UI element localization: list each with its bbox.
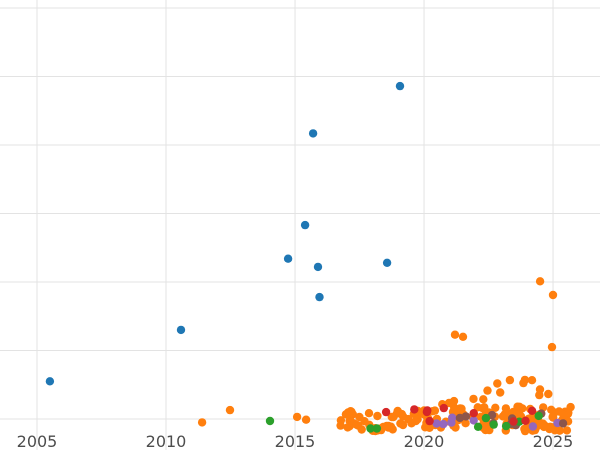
scatter-point-orange xyxy=(505,375,515,385)
scatter-point-purple xyxy=(528,422,538,431)
scatter-point-red xyxy=(423,406,432,415)
scatter-point-green xyxy=(265,416,275,426)
scatter-point-orange xyxy=(483,386,492,395)
scatter-point-red xyxy=(439,403,448,413)
x-tick-label: 2010 xyxy=(146,432,187,450)
scatter-point-orange xyxy=(535,390,544,400)
scatter-point-blue xyxy=(176,325,186,335)
x-tick-label: 2020 xyxy=(404,432,445,450)
scatter-point-green xyxy=(489,420,498,429)
scatter-point-orange xyxy=(469,394,478,404)
scatter-point-orange xyxy=(301,415,311,424)
scatter-point-orange xyxy=(539,422,549,432)
scatter-point-blue xyxy=(313,262,323,272)
scatter-point-orange xyxy=(548,412,557,422)
x-tick-label: 2005 xyxy=(17,432,58,450)
scatter-point-orange xyxy=(491,403,500,412)
scatter-point-red xyxy=(521,416,530,425)
scatter-point-purple xyxy=(439,419,448,429)
scatter-point-purple xyxy=(448,413,457,422)
scatter-point-orange xyxy=(398,420,408,430)
scatter-point-red xyxy=(381,407,391,417)
scatter-point-orange xyxy=(373,411,382,421)
scatter-point-orange xyxy=(382,421,391,431)
scatter-point-green xyxy=(473,422,483,431)
scatter-point-orange xyxy=(393,406,402,416)
scatter-point-red xyxy=(425,416,434,426)
scatter-point-blue xyxy=(300,220,310,230)
scatter-point-orange xyxy=(341,410,351,419)
scatter-point-green xyxy=(366,424,375,433)
scatter-point-orange xyxy=(513,402,522,411)
scatter-point-green xyxy=(372,424,382,433)
scatter-point-orange xyxy=(407,418,416,427)
scatter-point-orange xyxy=(520,375,530,385)
scatter-point-orange xyxy=(292,412,302,422)
scatter-point-red xyxy=(509,417,518,426)
scatter-point-blue xyxy=(315,292,324,302)
scatter-point-orange xyxy=(547,342,557,352)
scatter-point-orange xyxy=(364,409,374,418)
scatter-point-orange xyxy=(430,406,440,415)
scatter-point-orange xyxy=(360,417,369,426)
scatter-point-blue xyxy=(308,129,318,138)
scatter-point-orange xyxy=(535,277,545,286)
scatter-point-orange xyxy=(496,388,505,397)
scatter-point-orange xyxy=(450,330,460,339)
scatter-point-orange xyxy=(559,410,568,420)
scatter-point-orange xyxy=(544,389,553,399)
scatter-point-orange xyxy=(352,420,361,429)
scatter-point-orange xyxy=(197,418,207,427)
scatter-point-blue xyxy=(45,377,55,386)
scatter-point-orange xyxy=(562,426,572,435)
scatter-point-red xyxy=(469,409,478,418)
scatter-point-red xyxy=(410,405,419,414)
scatter-point-blue xyxy=(283,254,293,263)
scatter-point-orange xyxy=(225,405,235,415)
scatter-point-purple xyxy=(432,419,441,428)
scatter-point-orange xyxy=(449,396,459,406)
scatter-point-green xyxy=(534,411,543,421)
scatter-point-green xyxy=(481,413,491,423)
scatter-point-brown xyxy=(558,419,568,428)
scatter-point-orange xyxy=(479,395,488,404)
scatter-point-orange xyxy=(501,404,511,413)
scatter-point-orange xyxy=(473,403,482,412)
scatter-point-orange xyxy=(458,332,468,341)
scatter-point-purple xyxy=(469,416,478,425)
scatter-point-brown xyxy=(461,412,471,421)
scatter-point-blue xyxy=(382,258,392,267)
scatter-point-orange xyxy=(461,419,470,428)
scatter-point-orange xyxy=(456,404,465,413)
scatter-point-green xyxy=(501,421,511,431)
scatter-point-orange xyxy=(336,421,345,430)
scatter-point-orange xyxy=(550,426,560,435)
scatter-point-red xyxy=(527,406,537,415)
scatter-point-orange xyxy=(389,412,398,422)
scatter-point-blue xyxy=(395,81,405,91)
x-tick-label: 2015 xyxy=(275,432,316,450)
scatter-point-orange xyxy=(548,290,558,300)
x-tick-label: 2025 xyxy=(533,432,574,450)
scatter-point-orange xyxy=(527,376,537,385)
scatter-point-orange xyxy=(493,379,502,388)
